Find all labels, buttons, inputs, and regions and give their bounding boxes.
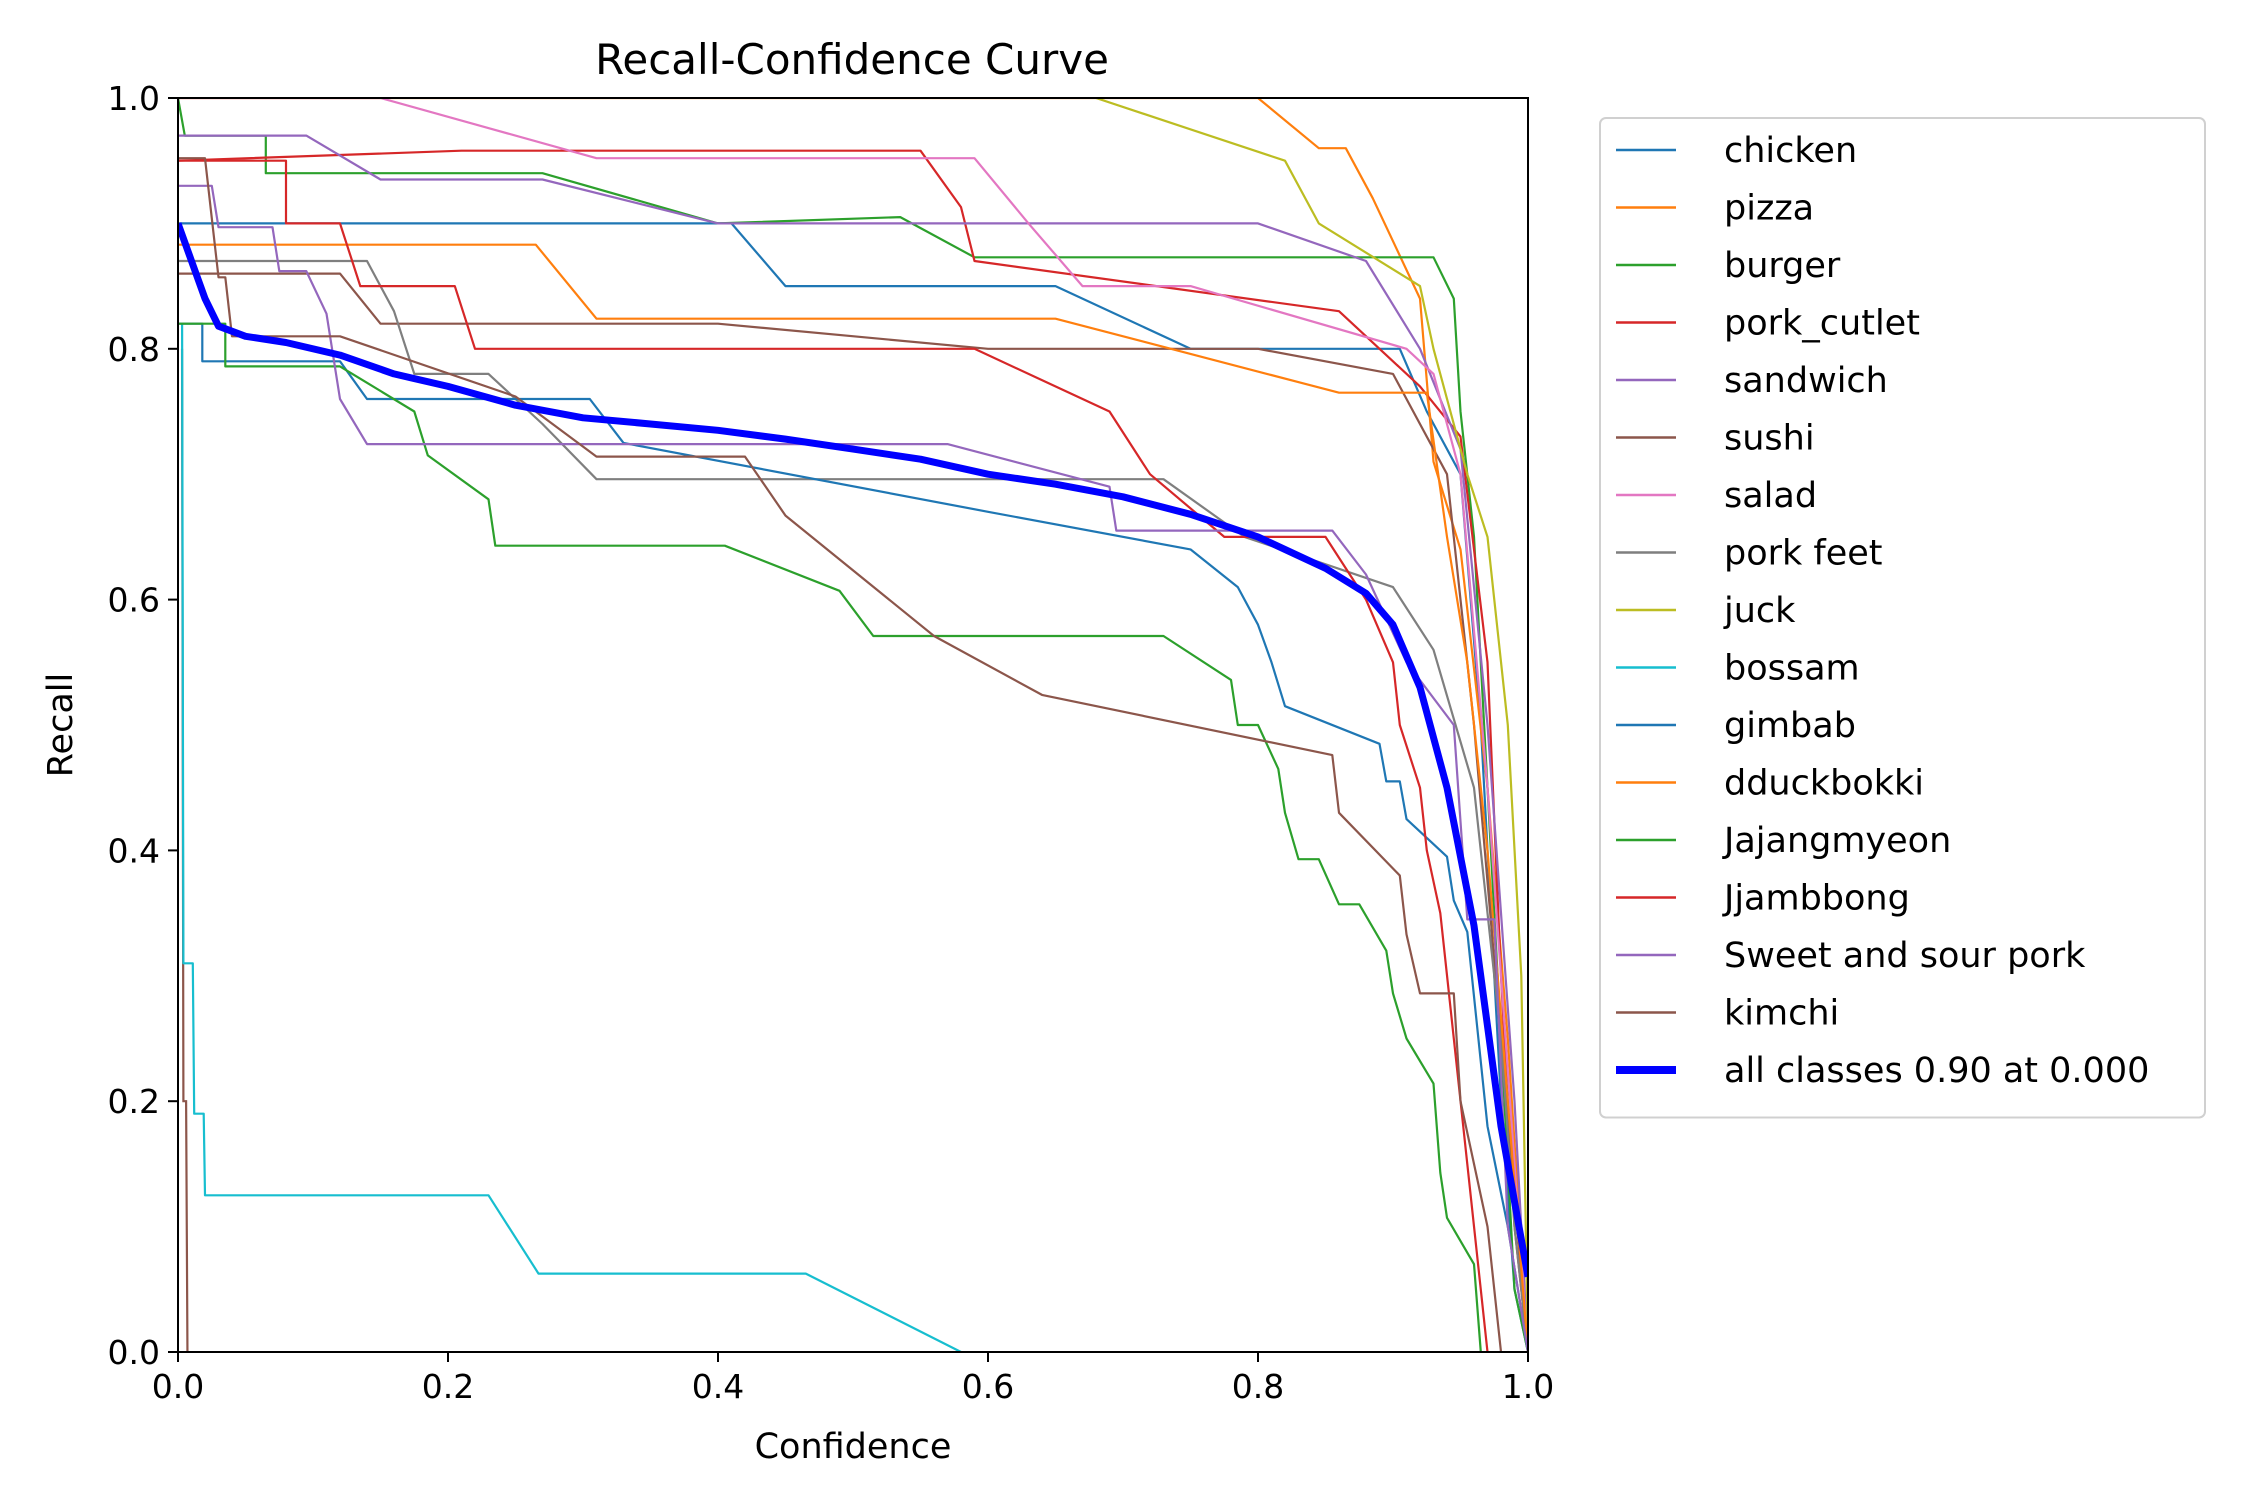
y-axis: 0.0 0.2 0.4 0.6 0.8 1.0	[108, 79, 178, 1372]
y-tick-label: 1.0	[108, 79, 160, 118]
y-tick-label: 0.6	[108, 581, 160, 620]
y-tick-label: 0.8	[108, 330, 160, 369]
series-line-bossam	[181, 323, 962, 1352]
legend-entry: salad	[1724, 476, 1817, 516]
y-tick-label: 0.0	[108, 1333, 160, 1372]
y-tick-label: 0.4	[108, 831, 160, 870]
legend-entry: juck	[1723, 591, 1796, 631]
x-axis: 0.0 0.2 0.4 0.6 0.8 1.0	[152, 1352, 1554, 1406]
legend-entry: sushi	[1724, 419, 1815, 459]
legend-entry: kimchi	[1724, 994, 1839, 1034]
series-line-all-classes-0-90-at-0-000	[178, 222, 1528, 1278]
x-tick-label: 1.0	[1502, 1367, 1554, 1406]
series-line-gimbab	[178, 322, 1528, 1352]
x-tick-label: 0.6	[962, 1367, 1014, 1406]
y-axis-label: Recall	[41, 673, 81, 777]
x-tick-label: 0.8	[1232, 1367, 1284, 1406]
series-line-juck	[1095, 98, 1528, 1352]
x-tick-label: 0.4	[692, 1367, 744, 1406]
legend-entry: burger	[1724, 246, 1841, 286]
legend-entry: Sweet and sour pork	[1724, 936, 2086, 976]
legend: chicken pizza burger pork_cutlet sandwich sus…	[1599, 117, 2206, 1119]
y-tick-label: 0.2	[108, 1082, 160, 1121]
series-line-pork-feet	[178, 259, 1528, 1352]
legend-entry: sandwich	[1724, 361, 1888, 401]
legend-entry: pizza	[1724, 189, 1814, 229]
plot-area	[178, 98, 1528, 1352]
legend-entry: chicken	[1724, 131, 1857, 171]
legend-box	[1599, 117, 2206, 1119]
series-line-jajangmyeon	[178, 322, 1482, 1352]
legend-entry: bossam	[1724, 649, 1860, 689]
series-line-salad	[178, 98, 1528, 1352]
legend-entry: gimbab	[1724, 706, 1856, 746]
legend-entry: dduckbokki	[1724, 764, 1924, 804]
series-line-sandwich	[178, 134, 1528, 1352]
legend-entry: all classes 0.90 at 0.000	[1724, 1051, 2149, 1091]
chart-title: Recall-Confidence Curve	[595, 35, 1109, 84]
legend-entry: pork feet	[1724, 534, 1883, 574]
x-axis-label: Confidence	[755, 1427, 952, 1467]
plot-frame	[177, 97, 1529, 1353]
series-line-burger	[178, 98, 1528, 1352]
legend-entry: Jjambbong	[1722, 879, 1910, 919]
legend-entry: Jajangmyeon	[1722, 821, 1951, 861]
x-tick-label: 0.2	[422, 1367, 474, 1406]
legend-entry: pork_cutlet	[1724, 304, 1920, 344]
series-line-kimchi	[178, 157, 1503, 1352]
series-line-jjambbong	[178, 159, 1489, 1352]
x-tick-label: 0.0	[152, 1367, 204, 1406]
series-line-sushi	[178, 272, 1528, 1352]
